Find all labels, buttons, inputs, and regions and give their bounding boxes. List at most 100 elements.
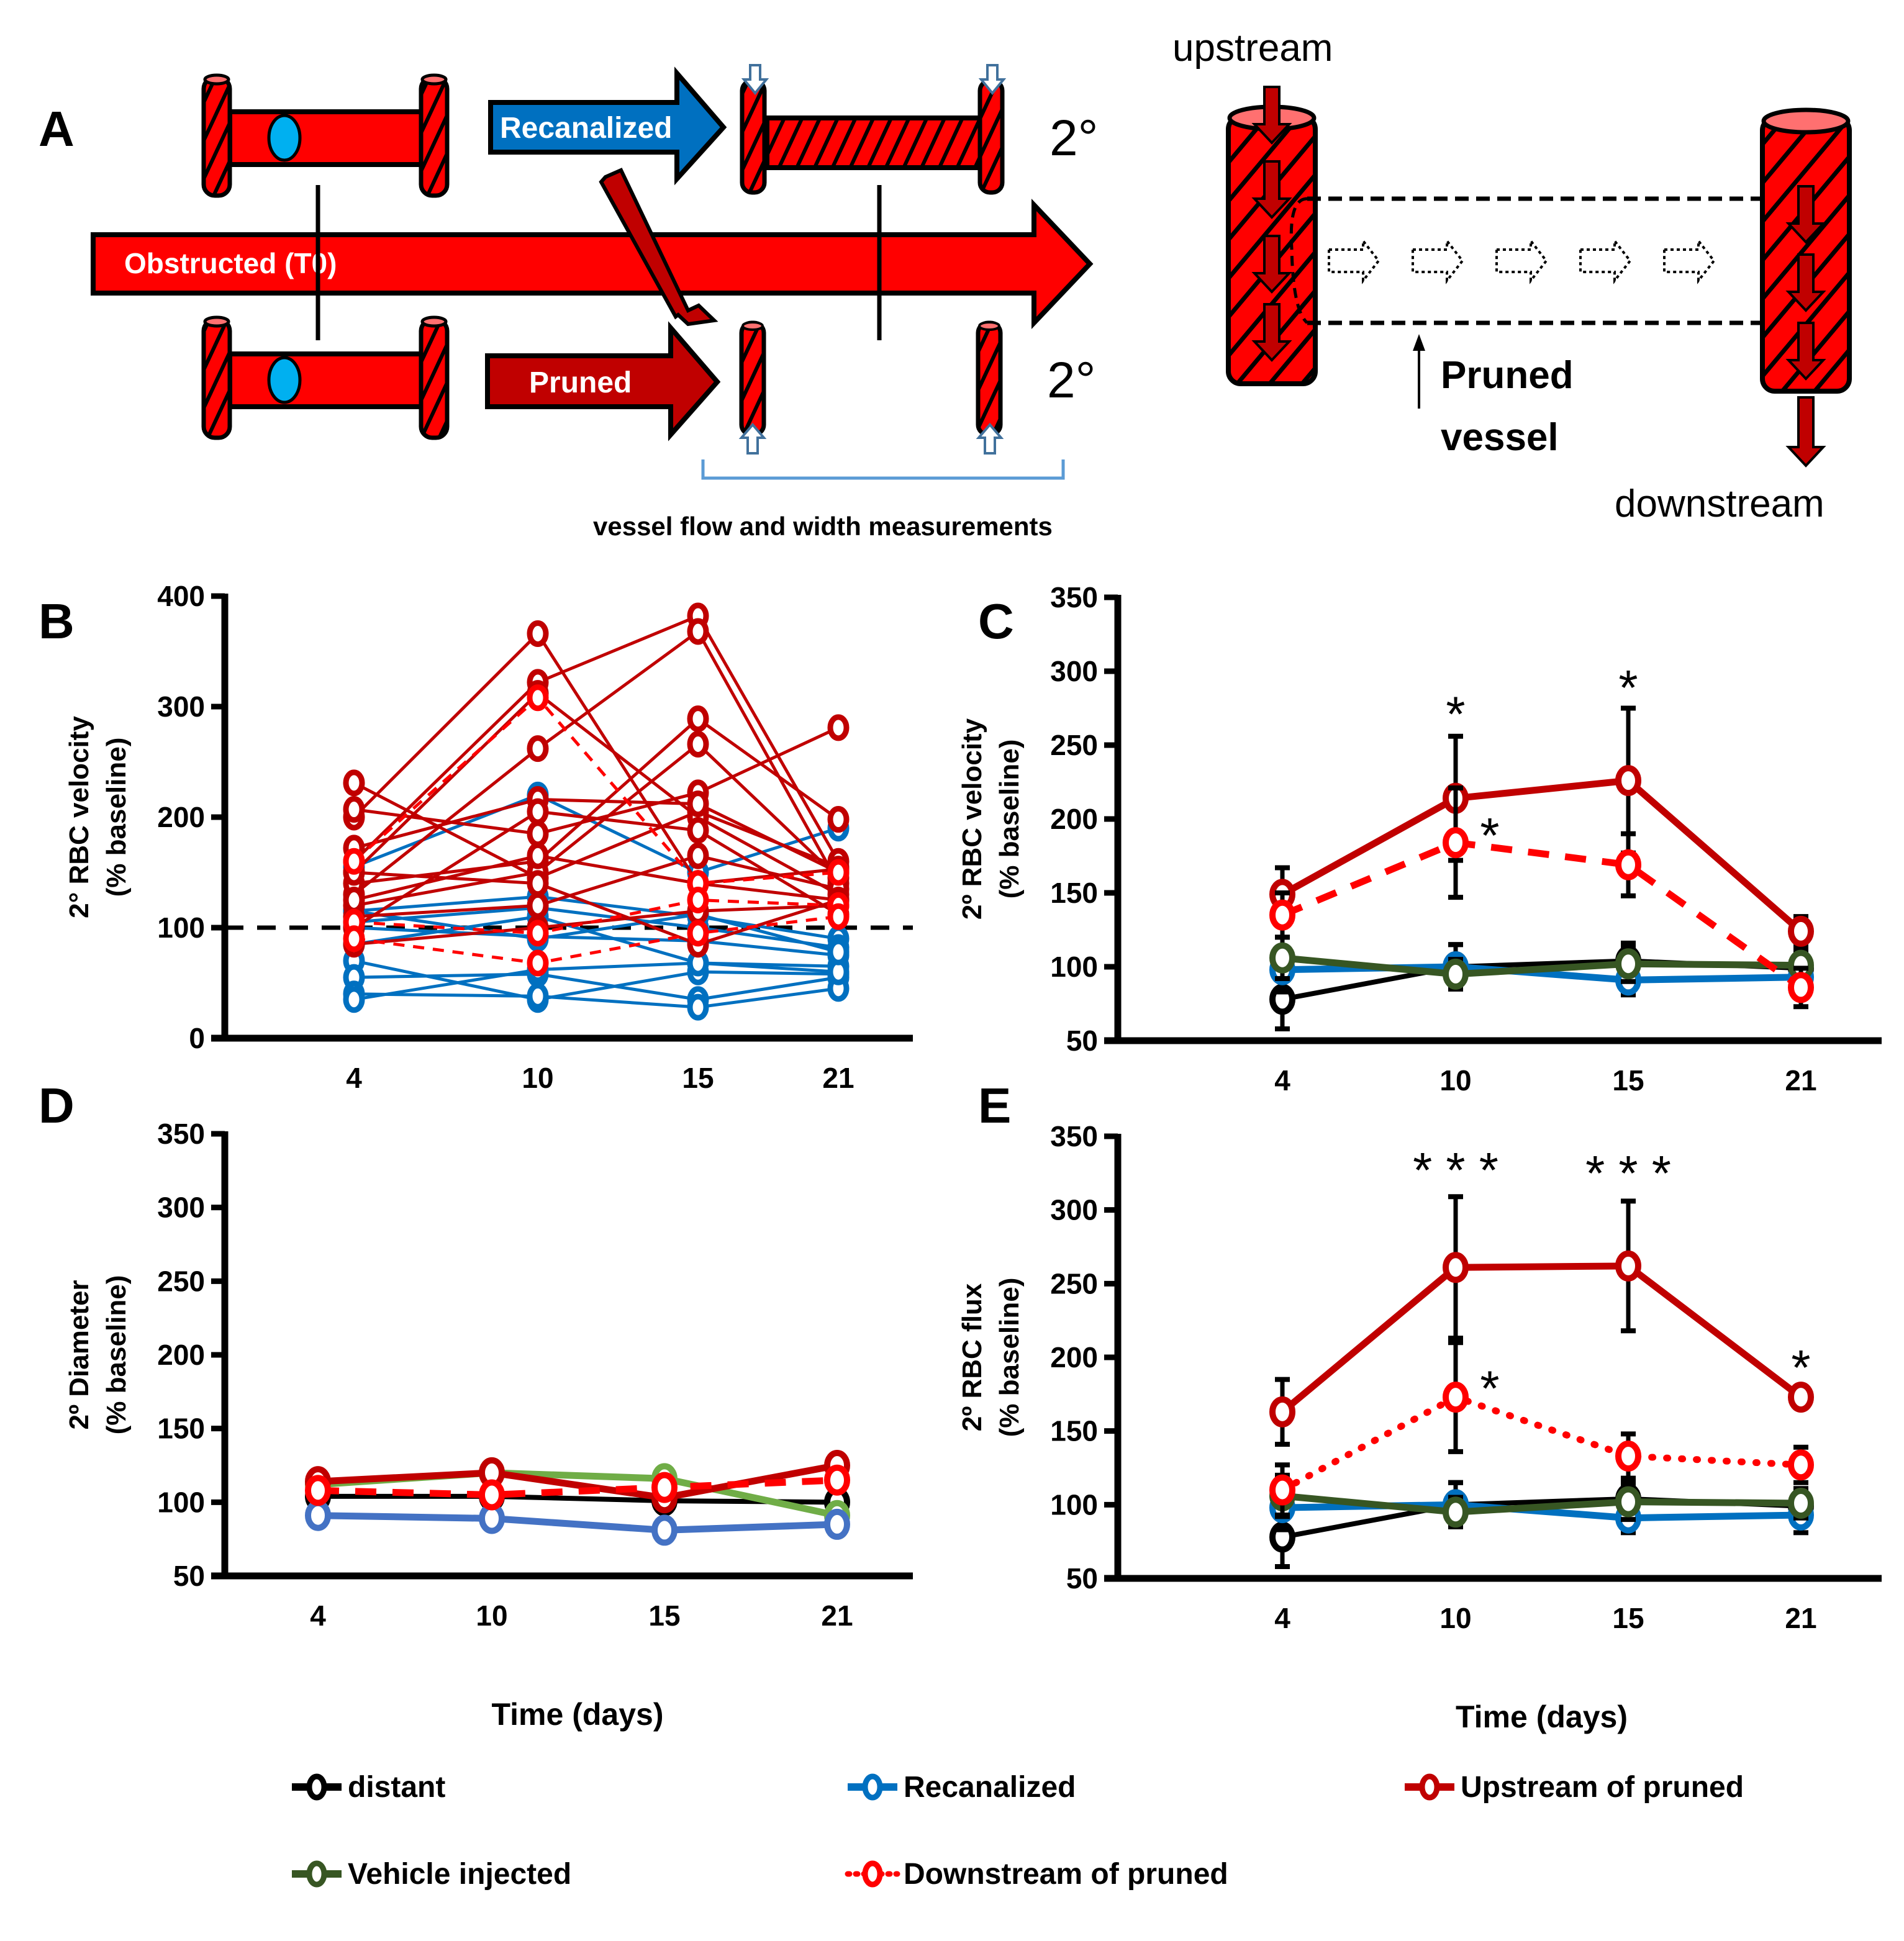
data-point xyxy=(824,1508,850,1540)
legend: distant Recanalized Upstream of pruned Vehi… xyxy=(292,1771,1744,1891)
x-tick-label: 15 xyxy=(648,1599,680,1632)
series-line xyxy=(353,909,839,954)
y-axis-label: (% baseline) xyxy=(994,740,1025,899)
data-point xyxy=(687,887,709,913)
recanalized-arrow: Recanalized xyxy=(488,66,727,186)
measurement-arrow-icon xyxy=(741,64,769,96)
data-point xyxy=(687,618,709,645)
data-point xyxy=(527,982,549,1010)
down-arrows xyxy=(1251,86,1826,468)
chart-c-rbc-velocity-mean: 50 100 150 200 250 300 350 4 10 15 21 2º RBC veloci… xyxy=(957,581,1882,1097)
y-tick-label: 150 xyxy=(1050,1415,1098,1447)
downstream-label: downstream xyxy=(1615,482,1825,525)
y-tick-label: 250 xyxy=(1050,729,1098,761)
legend-swatch-marker xyxy=(306,1773,327,1801)
y-tick-label: 300 xyxy=(157,690,205,723)
series-line xyxy=(353,987,839,1009)
chart-b-rbc-velocity-individual: 0 100 200 300 400 4 10 15 21 2° RBC velocity (% ba… xyxy=(64,580,913,1094)
vessel-unit-bottom-left xyxy=(201,315,450,440)
data-point xyxy=(1788,1449,1814,1481)
series-line xyxy=(353,742,840,907)
secondary-label-top: 2° xyxy=(1049,110,1098,166)
legend-item-recanalized: Recanalized xyxy=(848,1771,1076,1804)
series-line xyxy=(317,1477,838,1498)
series-line xyxy=(353,695,839,885)
data-point xyxy=(527,684,549,712)
x-tick-label: 4 xyxy=(310,1599,326,1632)
significance-marker: * xyxy=(1480,1360,1499,1416)
series-upstream xyxy=(343,620,850,913)
y-tick-label: 200 xyxy=(1050,803,1098,835)
flow-arrow-icon xyxy=(1495,237,1548,284)
data-point xyxy=(1443,958,1469,990)
data-point xyxy=(1443,827,1469,859)
data-point xyxy=(824,1464,850,1496)
series-distant xyxy=(1269,1478,1814,1570)
data-point xyxy=(1788,1487,1814,1519)
series-line xyxy=(353,871,839,946)
clot-icon xyxy=(267,356,302,404)
data-point xyxy=(343,848,365,875)
x-tick-label: 10 xyxy=(476,1599,507,1632)
data-point xyxy=(687,993,709,1021)
legend-label: Upstream of pruned xyxy=(1461,1771,1744,1804)
x-axis-label: Time (days) xyxy=(492,1697,664,1732)
significance-marker: * xyxy=(1446,687,1465,742)
data-point xyxy=(1615,1441,1641,1472)
series-line xyxy=(353,798,840,874)
vessel-unit-top-left xyxy=(201,73,450,198)
series-line xyxy=(1279,1393,1805,1494)
series-downstream xyxy=(343,903,850,977)
legend-label: Downstream of pruned xyxy=(904,1858,1228,1891)
flow-down-arrow-icon xyxy=(1785,253,1826,312)
y-tick-label: 250 xyxy=(1050,1267,1098,1300)
series-line xyxy=(1282,1492,1802,1516)
flow-arrow-icon xyxy=(1412,237,1464,284)
y-tick-label: 300 xyxy=(1050,1194,1098,1226)
series-line xyxy=(353,915,839,965)
y-tick-label: 50 xyxy=(1066,1562,1098,1595)
flow-down-arrow-icon xyxy=(1251,235,1292,294)
x-axis-label: Time (days) xyxy=(1456,1699,1628,1734)
data-point xyxy=(1615,849,1641,880)
measurement-bracket xyxy=(701,459,1065,480)
series-line xyxy=(317,1512,838,1534)
legend-label: Vehicle injected xyxy=(348,1858,571,1891)
data-point xyxy=(1788,915,1814,947)
significance-marker: * xyxy=(1480,808,1499,863)
x-tick-label: 21 xyxy=(1785,1064,1816,1097)
panel-a-diagram: A Obstructed (T0) Reca xyxy=(39,27,1852,541)
x-tick-label: 4 xyxy=(1274,1602,1290,1634)
y-tick-label: 100 xyxy=(157,1486,205,1518)
y-tick-label: 100 xyxy=(157,912,205,944)
data-point xyxy=(527,870,549,897)
y-tick-label: 300 xyxy=(157,1192,205,1224)
data-point xyxy=(687,920,709,947)
clot-icon xyxy=(267,114,302,162)
flow-arrow-icon xyxy=(1328,237,1380,284)
flow-down-arrow-icon xyxy=(1251,86,1292,145)
series-line xyxy=(353,903,839,946)
series-vehicle xyxy=(1269,934,1814,992)
data-point xyxy=(343,986,365,1013)
panel-label-c: C xyxy=(978,594,1014,649)
series-line xyxy=(353,961,839,1002)
measurement-arrow-icon xyxy=(976,422,1004,455)
flow-down-arrow-icon xyxy=(1251,160,1292,219)
y-axis-label: 2° RBC velocity xyxy=(64,716,94,918)
data-point xyxy=(527,820,549,848)
legend-item-upstream: Upstream of pruned xyxy=(1405,1771,1744,1804)
data-point xyxy=(1615,948,1641,980)
series-line xyxy=(1280,1262,1803,1415)
panel-label-e: E xyxy=(978,1078,1011,1133)
legend-item-downstream: Downstream of pruned xyxy=(845,1858,1228,1891)
significance-marker: * * * xyxy=(1413,1142,1498,1198)
pruned-label: Pruned xyxy=(529,366,632,399)
flow-arrow-icon xyxy=(1663,237,1716,284)
flow-down-arrow-icon xyxy=(1251,303,1292,362)
x-tick-label: 15 xyxy=(1612,1602,1644,1634)
measurement-arrow-icon xyxy=(978,64,1007,96)
panel-label-a: A xyxy=(39,101,75,156)
y-axis-label: 2º Diameter xyxy=(64,1280,94,1429)
flow-down-arrow-icon xyxy=(1785,396,1826,468)
